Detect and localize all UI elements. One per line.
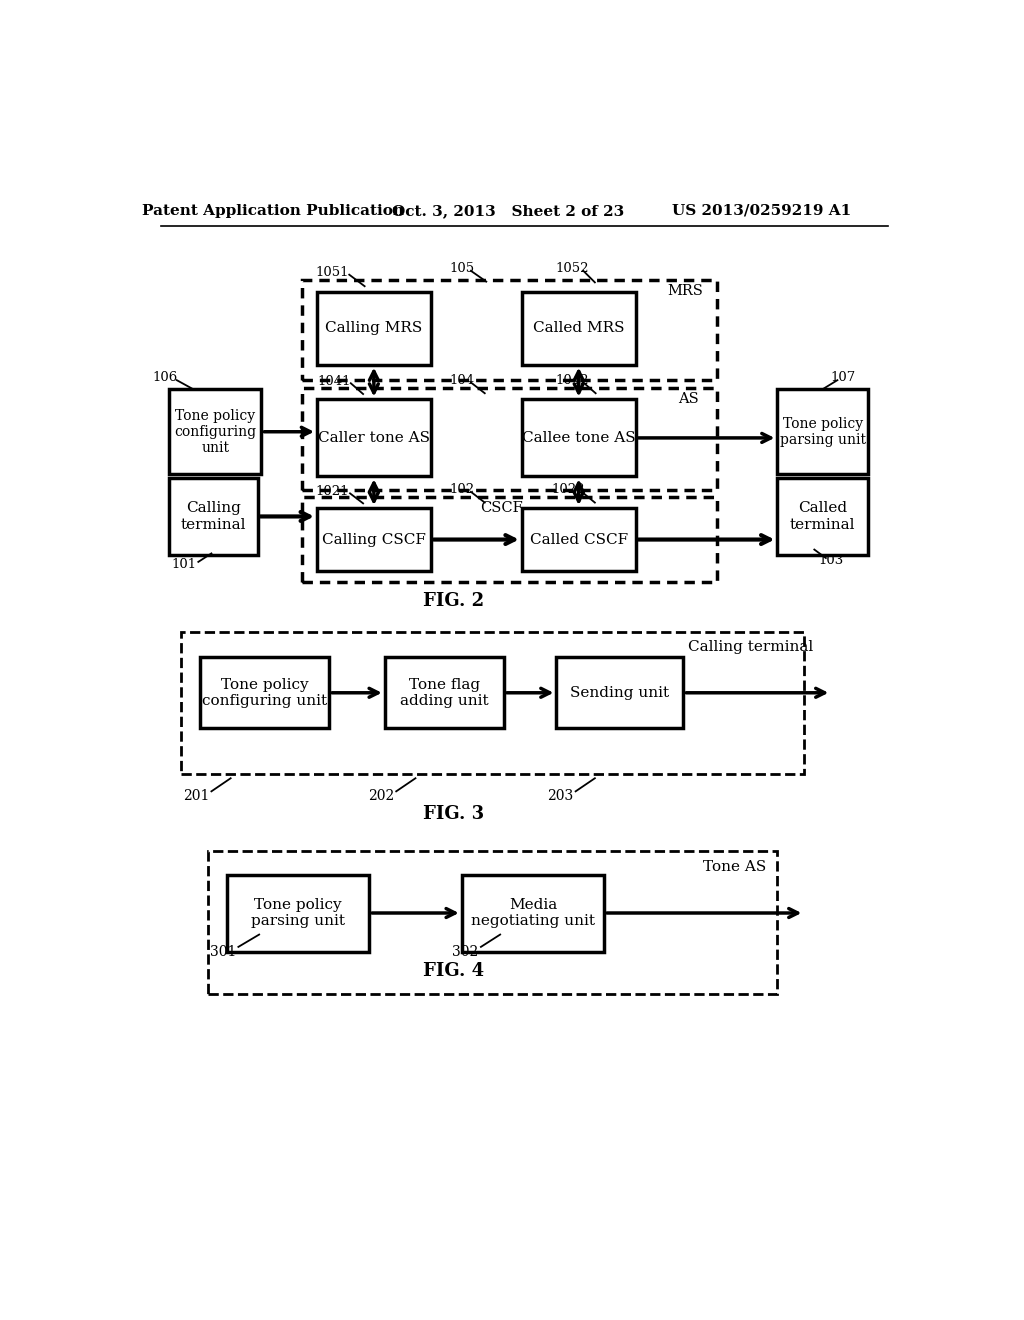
Bar [385,657,504,729]
Bar [180,632,804,775]
Text: 203: 203 [547,789,573,803]
Bar [556,657,683,729]
Bar [301,498,717,582]
Bar [777,478,868,554]
Bar [777,389,868,474]
Text: Calling terminal: Calling terminal [688,640,813,655]
Text: Tone flag
adding unit: Tone flag adding unit [400,677,488,708]
Text: 202: 202 [368,789,394,803]
Text: 101: 101 [172,557,197,570]
Text: Tone policy
configuring unit: Tone policy configuring unit [202,677,327,708]
Text: MRS: MRS [667,284,702,298]
Text: 104: 104 [450,374,474,387]
Text: Tone AS: Tone AS [703,859,767,874]
Text: Calling
terminal: Calling terminal [180,502,246,532]
Bar [316,400,431,477]
Bar [200,657,330,729]
Text: Callee tone AS: Callee tone AS [522,430,636,445]
Bar [301,280,717,380]
Text: 302: 302 [453,945,478,958]
Text: 1021: 1021 [315,484,349,498]
Bar [462,874,604,952]
Text: 1051: 1051 [315,265,349,279]
Text: US 2013/0259219 A1: US 2013/0259219 A1 [673,203,852,218]
Text: 105: 105 [450,261,474,275]
Text: Tone policy
parsing unit: Tone policy parsing unit [251,898,345,928]
Text: FIG. 2: FIG. 2 [423,593,484,610]
Bar [208,851,777,994]
Bar [316,508,431,572]
Text: 201: 201 [183,789,209,803]
Bar [521,292,636,364]
Bar [301,388,717,490]
Text: 301: 301 [210,945,237,958]
Text: AS: AS [678,392,698,405]
Text: 106: 106 [153,371,178,384]
Bar [169,389,261,474]
Text: Sending unit: Sending unit [570,686,670,700]
Text: 102: 102 [450,483,474,496]
Text: 1052: 1052 [555,261,589,275]
Text: Called MRS: Called MRS [532,321,625,335]
Text: Tone policy
parsing unit: Tone policy parsing unit [780,417,865,447]
Text: 1042: 1042 [555,374,589,387]
Bar [226,874,370,952]
Text: CSCF: CSCF [480,502,523,515]
Text: 1022: 1022 [551,483,585,496]
Text: Tone policy
configuring
unit: Tone policy configuring unit [174,409,256,455]
Text: Calling MRS: Calling MRS [326,321,423,335]
Text: FIG. 4: FIG. 4 [423,962,484,979]
Text: Calling CSCF: Calling CSCF [322,532,426,546]
Bar [316,292,431,364]
Text: FIG. 3: FIG. 3 [423,805,484,824]
Text: 103: 103 [818,554,844,566]
Bar [521,400,636,477]
Text: Called CSCF: Called CSCF [529,532,628,546]
Text: Called
terminal: Called terminal [791,502,855,532]
Text: Media
negotiating unit: Media negotiating unit [471,898,595,928]
Text: Patent Application Publication: Patent Application Publication [142,203,404,218]
Text: Caller tone AS: Caller tone AS [317,430,430,445]
Text: Oct. 3, 2013   Sheet 2 of 23: Oct. 3, 2013 Sheet 2 of 23 [392,203,624,218]
Text: 107: 107 [830,371,855,384]
Text: 1041: 1041 [317,375,350,388]
Bar [521,508,636,572]
Bar [169,478,258,554]
